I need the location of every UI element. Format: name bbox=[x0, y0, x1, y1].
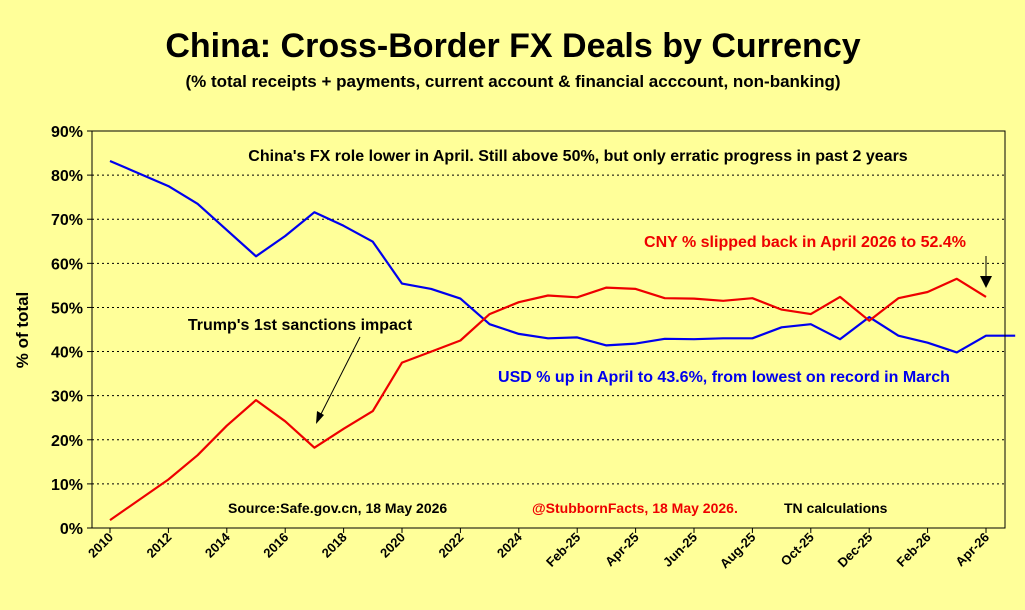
credit-note: @StubbornFacts, 18 May 2026. bbox=[532, 500, 738, 516]
source-note: Source:Safe.gov.cn, 18 May 2026 bbox=[228, 500, 447, 516]
y-tick-label: 90% bbox=[51, 124, 83, 141]
chart-subtitle: (% total receipts + payments, current ac… bbox=[185, 72, 840, 91]
y-tick-label: 60% bbox=[51, 256, 83, 273]
sanctions-arrowhead bbox=[316, 411, 324, 424]
y-tick-label: 0% bbox=[60, 521, 83, 538]
annotation-usd: USD % up in April to 43.6%, from lowest … bbox=[498, 369, 950, 386]
y-tick-label: 70% bbox=[51, 212, 83, 229]
series-lines bbox=[109, 159, 1016, 522]
annotation-sanctions: Trump's 1st sanctions impact bbox=[188, 317, 413, 334]
y-tick-label: 10% bbox=[51, 477, 83, 494]
credit-calculations: TN calculations bbox=[784, 500, 888, 516]
y-tick-label: 20% bbox=[51, 433, 83, 450]
y-tick-label: 80% bbox=[51, 168, 83, 185]
y-tick-label: 40% bbox=[51, 345, 83, 362]
series-line-cny bbox=[109, 277, 987, 522]
annotation-cny: CNY % slipped back in April 2026 to 52.4… bbox=[644, 234, 966, 251]
chart-title: China: Cross-Border FX Deals by Currency bbox=[165, 27, 860, 65]
annotation-headline: China's FX role lower in April. Still ab… bbox=[248, 148, 908, 165]
series-line-usd bbox=[109, 159, 1016, 354]
cny-arrowhead bbox=[980, 276, 992, 288]
sanctions-arrow bbox=[317, 336, 361, 421]
plot-border bbox=[91, 130, 1006, 529]
y-axis-label: % of total bbox=[13, 292, 32, 369]
y-tick-label: 30% bbox=[51, 389, 83, 406]
y-axis-ticks: 0% 10% 20% 30% 40% 50% 60% 70% 80% 90% bbox=[51, 124, 92, 538]
y-tick-label: 50% bbox=[51, 300, 83, 317]
